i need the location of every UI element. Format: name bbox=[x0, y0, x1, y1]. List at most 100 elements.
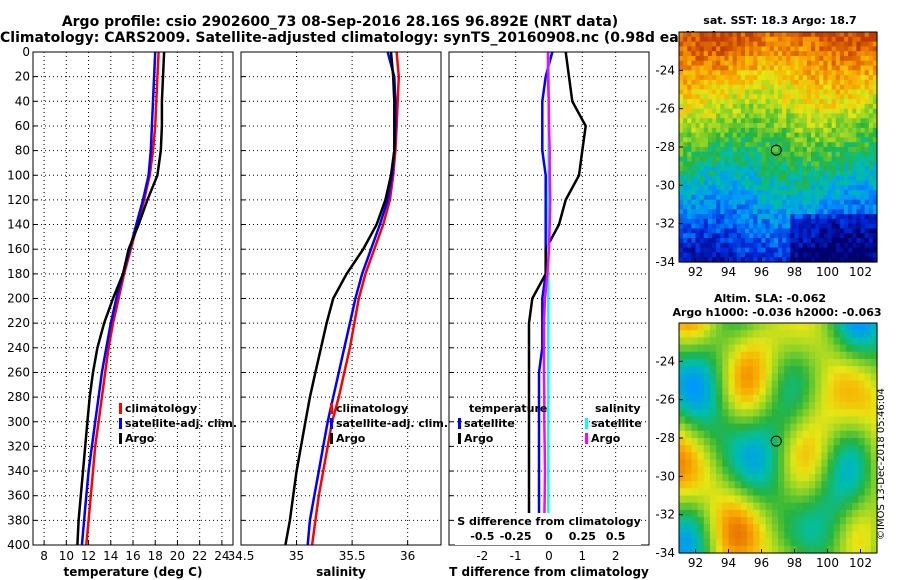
map-cell bbox=[823, 79, 829, 86]
map-cell bbox=[722, 509, 730, 518]
map-cell bbox=[691, 402, 699, 410]
map-cell bbox=[864, 330, 872, 338]
map-cell bbox=[732, 103, 738, 110]
map-cell bbox=[687, 60, 692, 67]
secondary-axis-background bbox=[455, 513, 641, 545]
map-cell bbox=[852, 142, 857, 148]
map-cell bbox=[827, 366, 835, 374]
map-cell bbox=[687, 94, 692, 100]
map-cell bbox=[778, 337, 785, 346]
map-cell bbox=[808, 524, 816, 533]
map-cell bbox=[860, 142, 866, 148]
map-cell bbox=[747, 538, 754, 547]
map-cell bbox=[852, 466, 860, 475]
map-cell bbox=[806, 99, 812, 105]
map-cell bbox=[691, 55, 697, 62]
map-cell bbox=[794, 180, 800, 186]
map-cell bbox=[852, 238, 857, 244]
map-cell bbox=[782, 32, 787, 38]
map-cell bbox=[806, 247, 812, 254]
map-cell bbox=[712, 51, 717, 57]
map-cell bbox=[833, 423, 841, 432]
map-cell bbox=[740, 223, 746, 230]
map-cell bbox=[679, 180, 684, 186]
map-cell bbox=[831, 194, 837, 201]
map-cell bbox=[821, 445, 829, 453]
map-cell bbox=[839, 127, 845, 134]
map-cell bbox=[679, 123, 684, 129]
map-cell bbox=[679, 147, 684, 153]
map-cell bbox=[753, 180, 758, 186]
map-cell bbox=[778, 147, 783, 153]
map-cell bbox=[827, 137, 833, 143]
map-cell bbox=[844, 79, 849, 86]
map-cell bbox=[753, 156, 758, 162]
map-cell bbox=[753, 70, 758, 76]
map-cell bbox=[823, 242, 829, 249]
map-cell bbox=[815, 161, 820, 167]
map-cell bbox=[761, 55, 767, 62]
y-tick-label: -24 bbox=[655, 63, 675, 77]
map-cell bbox=[769, 223, 775, 230]
map-cell bbox=[864, 387, 872, 396]
map-cell bbox=[858, 531, 866, 540]
map-cell bbox=[753, 495, 761, 504]
map-cell bbox=[802, 89, 808, 95]
map-cell bbox=[728, 409, 736, 418]
map-cell bbox=[846, 402, 853, 410]
map-cell bbox=[798, 89, 804, 95]
map-cell bbox=[864, 524, 872, 533]
map-cell bbox=[757, 132, 763, 139]
map-cell bbox=[740, 118, 746, 124]
map-cell bbox=[802, 495, 810, 504]
map-cell bbox=[749, 238, 754, 244]
map-cell bbox=[790, 228, 796, 234]
map-cell bbox=[716, 103, 721, 110]
map-cell bbox=[695, 233, 701, 239]
map-cell bbox=[720, 123, 725, 129]
map-cell bbox=[868, 142, 874, 148]
map-cell bbox=[716, 99, 721, 105]
map-cell bbox=[757, 147, 763, 153]
map-cell bbox=[716, 416, 723, 425]
map-cell bbox=[823, 156, 829, 162]
map-cell bbox=[835, 79, 841, 86]
map-cell bbox=[753, 84, 758, 91]
map-cell bbox=[856, 223, 862, 230]
map-cell bbox=[782, 127, 787, 134]
series-line-climatology bbox=[85, 51, 160, 546]
sla-map-subtitle: Argo h1000: -0.036 h2000: -0.063 bbox=[672, 306, 882, 319]
map-cell bbox=[835, 156, 841, 162]
map-cell bbox=[736, 180, 742, 186]
map-cell bbox=[728, 142, 734, 148]
map-cell bbox=[747, 330, 754, 338]
map-cell bbox=[679, 161, 684, 167]
map-cell bbox=[835, 209, 841, 215]
map-cell bbox=[728, 495, 736, 504]
map-cell bbox=[831, 32, 837, 38]
map-cell bbox=[868, 123, 874, 129]
map-cell bbox=[778, 214, 783, 220]
map-cell bbox=[679, 423, 686, 432]
map-cell bbox=[765, 118, 771, 124]
map-cell bbox=[782, 89, 787, 95]
map-cell bbox=[736, 41, 742, 47]
map-cell bbox=[685, 423, 692, 432]
map-cell bbox=[773, 89, 779, 95]
map-cell bbox=[716, 344, 723, 353]
map-cell bbox=[827, 380, 835, 389]
map-cell bbox=[846, 488, 853, 497]
map-cell bbox=[716, 70, 721, 76]
map-cell bbox=[699, 46, 705, 52]
map-cell bbox=[784, 323, 791, 331]
map-cell bbox=[872, 147, 878, 153]
map-cell bbox=[707, 103, 713, 110]
map-cell bbox=[736, 223, 742, 230]
map-cell bbox=[815, 380, 822, 389]
map-cell bbox=[806, 257, 812, 263]
map-cell bbox=[745, 70, 750, 76]
map-cell bbox=[864, 209, 870, 215]
map-cell bbox=[864, 137, 870, 143]
map-cell bbox=[868, 170, 874, 177]
